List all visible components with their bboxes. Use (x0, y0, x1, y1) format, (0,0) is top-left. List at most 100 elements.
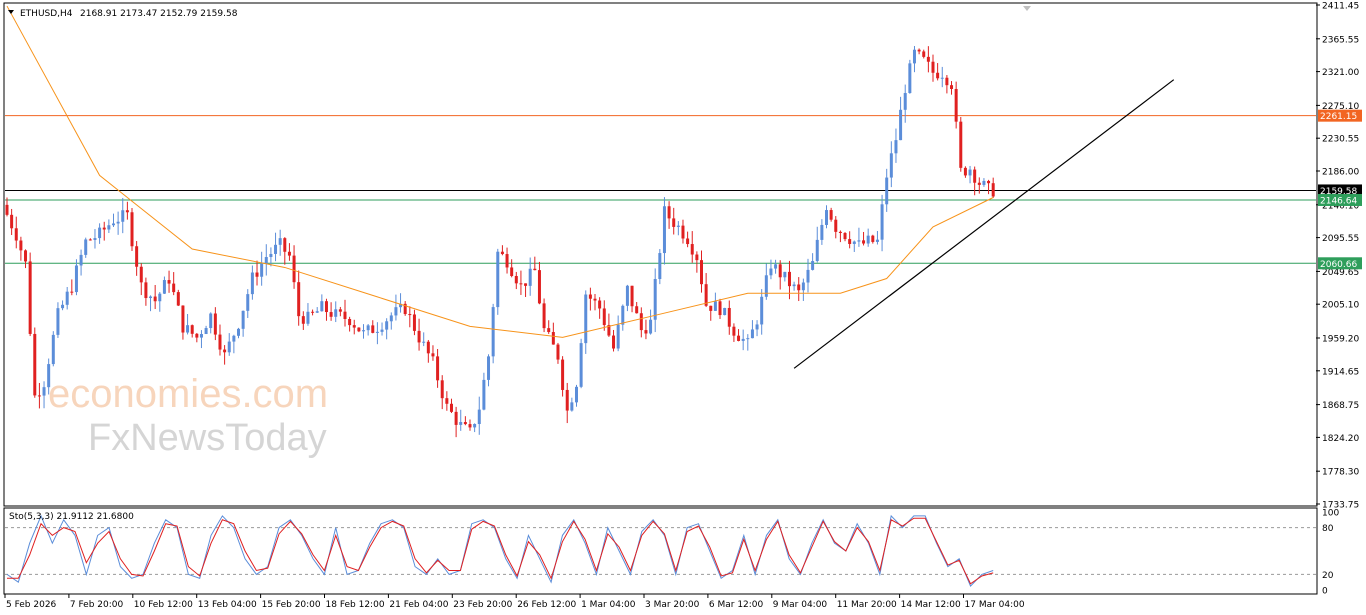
price-axis: 2411.45 2365.55 2321.00 2275.10 2230.55 2186.… (1316, 2, 1359, 511)
candle-body (524, 283, 528, 286)
candle-body (135, 246, 139, 267)
candle-body (838, 231, 842, 234)
candle-body (366, 325, 370, 331)
candle-body (963, 167, 967, 176)
candle-body (158, 293, 162, 302)
candle-body (213, 313, 217, 335)
candle-body (292, 255, 296, 283)
candle-body (306, 311, 310, 324)
y-tick-label: 1914.65 (1322, 367, 1359, 377)
candle-body (718, 301, 722, 316)
candle-body (579, 343, 583, 387)
candle-body (950, 85, 954, 89)
candle-body (815, 239, 819, 262)
x-tick-label: 10 Feb 12:00 (134, 600, 193, 610)
y-tick-label: 2095.55 (1322, 234, 1359, 244)
candle-body (528, 268, 532, 286)
candle-body (880, 204, 884, 240)
candle-body (149, 296, 153, 299)
candle-body (301, 316, 305, 324)
stoch-tick-label: 100 (1322, 509, 1339, 519)
candle-body (98, 227, 102, 239)
candle-body (42, 387, 46, 396)
candle-body (167, 280, 171, 284)
candle-body (500, 251, 504, 255)
candle-body (264, 257, 268, 264)
candle-body (561, 359, 565, 390)
trendline[interactable] (793, 79, 1175, 369)
level-label-bg (1318, 193, 1362, 206)
candle-body (769, 268, 773, 276)
stoch-tick-label: 20 (1322, 571, 1334, 581)
candle-body (246, 294, 250, 311)
trendline-line[interactable] (793, 79, 1175, 369)
candle-body (954, 88, 958, 122)
candle-body (537, 270, 541, 304)
candle-body (584, 294, 588, 344)
y-tick-label: 2411.45 (1322, 2, 1359, 12)
candle-body (843, 233, 847, 240)
candle-body (574, 386, 578, 403)
candle-body (348, 318, 352, 326)
candle-body (635, 306, 639, 314)
candle-body (70, 291, 74, 293)
candle-body (454, 411, 458, 425)
candle-body (412, 314, 416, 331)
candle-body (968, 169, 972, 176)
candle-body (394, 307, 398, 316)
candle-body (56, 308, 60, 335)
y-tick-label: 2005.10 (1322, 301, 1359, 311)
candle-body (885, 177, 889, 205)
candle-body (19, 240, 23, 251)
candle-body (811, 261, 815, 270)
dropdown-triangle-icon[interactable] (8, 10, 14, 14)
candle-body (255, 272, 259, 277)
candle-body (399, 303, 403, 308)
candle-body (982, 180, 986, 185)
candle-body (329, 312, 333, 317)
candle-body (700, 260, 703, 285)
candle-body (542, 303, 546, 329)
candle-body (320, 301, 324, 312)
candle-body (139, 266, 143, 283)
candle-body (204, 328, 208, 335)
x-tick-label: 7 Feb 20:00 (70, 600, 124, 610)
candle-body (852, 241, 856, 244)
candle-body (357, 327, 361, 332)
x-tick-label: 15 Feb 20:00 (262, 600, 321, 610)
x-tick-label: 21 Feb 04:00 (389, 600, 448, 610)
stoch-tick-label: 80 (1322, 524, 1334, 534)
candle-body (422, 341, 426, 343)
candle-body (417, 330, 421, 343)
candle-body (649, 319, 653, 334)
candle-body (199, 334, 203, 338)
candle-body (121, 210, 125, 222)
candle-body (755, 324, 759, 330)
candle-body (375, 331, 379, 333)
candle-body (14, 228, 18, 241)
moving-average (6, 5, 994, 338)
candle-body (10, 214, 14, 229)
shift-marker-icon[interactable] (1023, 6, 1031, 11)
candle-body (324, 301, 328, 313)
watermark-line2: FxNewsToday (88, 417, 327, 459)
candle-body (440, 380, 444, 399)
candle-body (899, 109, 903, 141)
x-tick-label: 17 Mar 04:00 (965, 600, 1025, 610)
candle-body (912, 49, 916, 64)
y-tick-label: 2049.65 (1322, 268, 1359, 278)
candle-body (741, 338, 745, 341)
candle-body (602, 308, 606, 326)
candle-body (153, 296, 157, 302)
candle-body (33, 333, 37, 396)
candle-body (556, 344, 560, 360)
indicator-pane-frame (3, 507, 1318, 595)
y-tick-label: 1959.20 (1322, 334, 1359, 344)
candle-body (459, 422, 463, 425)
candle-body (533, 268, 537, 271)
candle-body (820, 224, 824, 240)
candle-body (658, 253, 662, 280)
candle-body (639, 313, 643, 331)
